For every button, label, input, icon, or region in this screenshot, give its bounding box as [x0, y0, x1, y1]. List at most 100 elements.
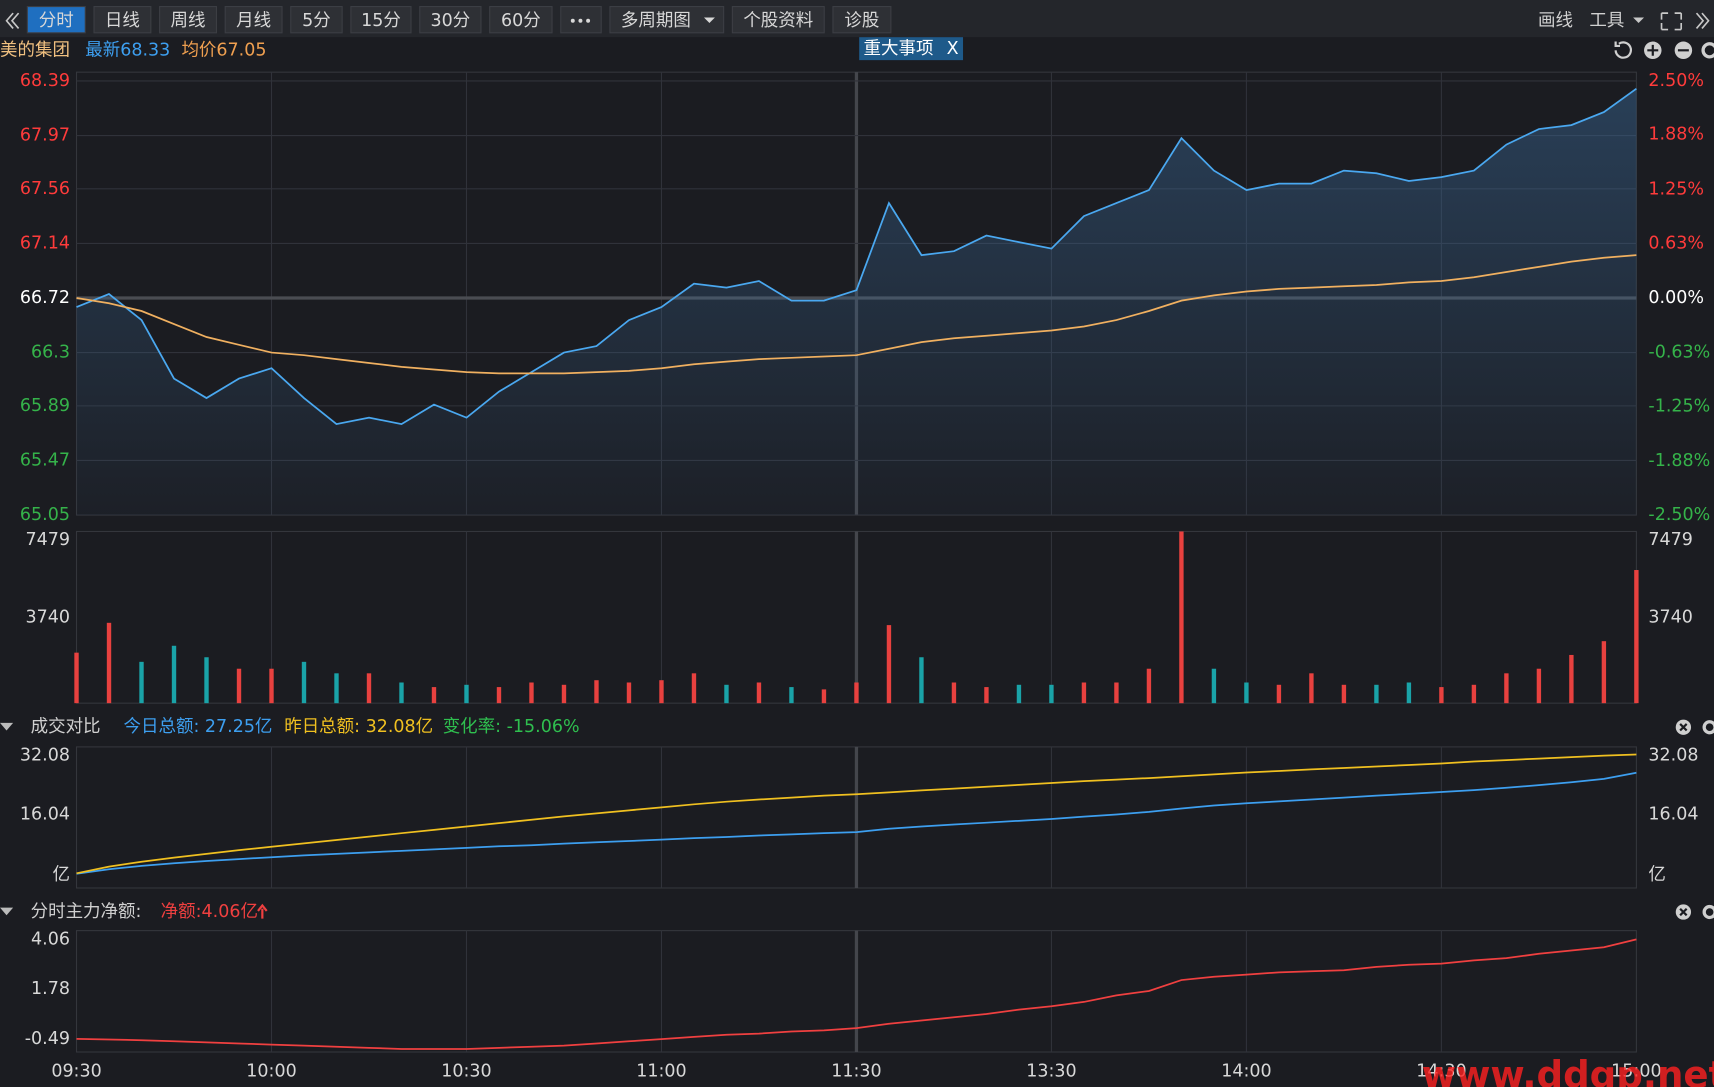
toolbar-tab[interactable]	[731, 6, 825, 34]
volume-bar	[789, 687, 794, 704]
x-tick-label: 14:00	[1221, 1062, 1271, 1082]
volume-bar	[301, 661, 307, 704]
collapse-triangle[interactable]	[0, 722, 14, 731]
y-tick-label: 32.08	[20, 746, 70, 766]
more-dot	[578, 18, 583, 23]
y2-tick-label: 1.25%	[1648, 179, 1704, 199]
y2-tick-label: 3740	[1648, 607, 1692, 627]
volume-bar	[1569, 654, 1574, 704]
y2-tick-label: 0.63%	[1648, 233, 1704, 253]
collapse-triangle[interactable]	[0, 907, 14, 916]
tool-dropdown-icon[interactable]	[1633, 17, 1645, 23]
volume-bar	[724, 684, 729, 704]
collapse-icon[interactable]	[5, 12, 20, 29]
dropdown-icon[interactable]	[703, 17, 715, 23]
panel-annotation: 均价67.05	[181, 40, 266, 60]
up-arrow	[257, 903, 268, 919]
volume-bar	[366, 673, 372, 704]
volume-bar	[399, 682, 404, 704]
panel-annotation: 净额:4.06亿	[161, 902, 258, 922]
settings-icon[interactable]	[1701, 42, 1714, 59]
toolbar-tab[interactable]	[26, 6, 86, 34]
toolbar-right-label[interactable]: 画线	[1538, 11, 1573, 31]
y2-tick-label: 16.04	[1648, 805, 1698, 825]
y-tick-label: 67.56	[20, 179, 70, 199]
y2-tick-label: -1.25%	[1648, 397, 1710, 417]
volume-bar	[529, 682, 534, 704]
toolbar-tab-label[interactable]: 周线	[171, 11, 206, 31]
event-tag-label[interactable]: 重大事项	[864, 39, 934, 59]
volume-bar	[659, 680, 664, 704]
y-tick-label: 7479	[25, 530, 69, 550]
toolbar-tab[interactable]	[93, 6, 152, 34]
toolbar-tab-label[interactable]: 诊股	[844, 11, 879, 31]
toolbar-tab-label[interactable]: 5分	[302, 11, 331, 31]
volume-bar	[1146, 668, 1152, 704]
toolbar-tab[interactable]	[609, 6, 725, 34]
toolbar-tab-label[interactable]: 15分	[361, 11, 401, 31]
volume-bar	[431, 687, 437, 704]
series-line	[76, 753, 1637, 875]
volume-bar	[334, 673, 339, 704]
volume-bar	[1276, 684, 1282, 704]
volume-bar	[1049, 684, 1054, 704]
volume-bar	[854, 682, 859, 704]
toolbar-tab[interactable]	[832, 6, 892, 34]
volume-bar	[1406, 682, 1412, 704]
settings-icon[interactable]	[1702, 720, 1714, 735]
settings-icon[interactable]	[1702, 904, 1714, 920]
x-tick-label: 14:30	[1416, 1062, 1466, 1082]
volume-bar	[171, 645, 177, 704]
toolbar-tab[interactable]	[290, 6, 343, 34]
x-tick-label: 11:00	[636, 1062, 686, 1082]
y2-tick-label: 1.88%	[1648, 125, 1704, 145]
toolbar-tab-label[interactable]: 分时	[39, 11, 74, 31]
series-line	[76, 938, 1637, 1050]
toolbar-right-label[interactable]: 工具	[1589, 11, 1624, 31]
volume-bar	[1179, 531, 1184, 704]
volume-bar	[951, 682, 957, 704]
volume-bar	[919, 657, 924, 704]
expand-icon[interactable]	[1695, 12, 1710, 29]
volume-bar	[1374, 684, 1379, 704]
x-tick-label: 15:00	[1611, 1062, 1661, 1082]
reset-icon[interactable]	[1614, 41, 1632, 59]
y-tick-label: 3740	[25, 607, 69, 627]
volume-bar	[1536, 668, 1542, 704]
volume-bar	[496, 687, 502, 704]
y-tick-label: 亿	[52, 865, 69, 885]
toolbar-tab[interactable]	[419, 6, 482, 34]
toolbar-tab-label[interactable]: 日线	[105, 11, 140, 31]
toolbar-tab-label[interactable]: 30分	[430, 11, 470, 31]
toolbar-tab-label[interactable]: 多周期图	[621, 11, 691, 31]
volume-bar	[594, 680, 599, 704]
toolbar-tab-label[interactable]: 个股资料	[743, 11, 813, 31]
y-tick-label: 66.3	[31, 343, 70, 363]
volume-bar	[1081, 682, 1087, 704]
toolbar-tab-label[interactable]: 60分	[501, 11, 541, 31]
event-tag-close[interactable]: X	[947, 39, 959, 59]
fullscreen-icon[interactable]	[1660, 12, 1683, 31]
y-tick-label: -0.49	[25, 1029, 70, 1049]
watermark: www.ddgp.net	[1422, 1053, 1714, 1087]
volume-bar	[821, 689, 827, 704]
volume-bar	[464, 684, 469, 704]
volume-bar	[886, 625, 892, 704]
volume-bar	[626, 682, 632, 704]
y-tick-label: 65.05	[20, 505, 70, 525]
y-tick-label: 65.47	[20, 450, 70, 470]
series-line	[76, 87, 1637, 426]
volume-bar	[984, 687, 989, 704]
price-area	[76, 88, 1637, 516]
volume-bar	[691, 673, 697, 704]
toolbar-tab[interactable]	[224, 6, 283, 34]
x-tick-label: 13:30	[1026, 1062, 1076, 1082]
volume-bar	[1114, 682, 1119, 704]
event-tag[interactable]	[859, 37, 964, 61]
volume-bar	[1634, 570, 1639, 704]
toolbar-tab[interactable]	[350, 6, 412, 34]
toolbar-tab[interactable]	[489, 6, 553, 34]
toolbar-tab[interactable]	[159, 6, 217, 34]
toolbar-tab-label[interactable]: 月线	[236, 11, 271, 31]
volume-bar	[1211, 668, 1217, 704]
